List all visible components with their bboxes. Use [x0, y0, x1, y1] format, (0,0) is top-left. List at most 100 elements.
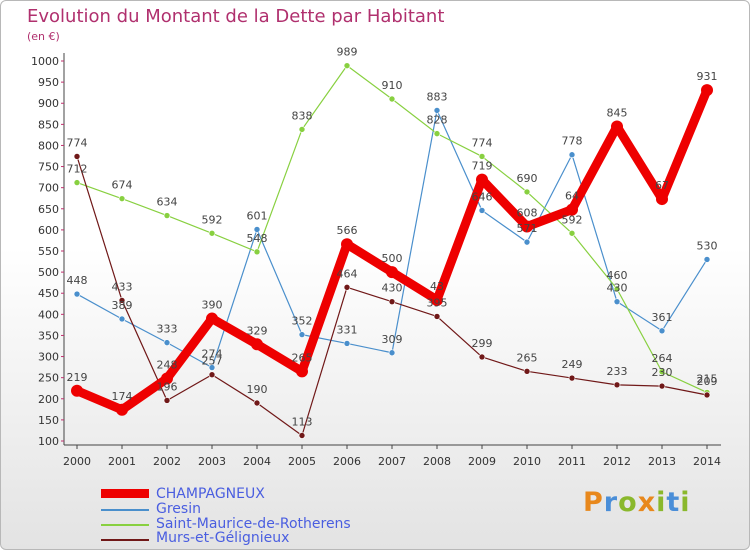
data-label: 331 [337, 323, 358, 336]
data-label: 257 [202, 355, 223, 368]
data-point [701, 84, 713, 97]
x-tick-label: 2013 [648, 455, 676, 468]
proxiti-logo: Proxiti [583, 487, 691, 518]
data-label: 530 [697, 239, 718, 252]
data-label: 430 [607, 282, 628, 295]
data-label: 174 [112, 390, 133, 403]
x-tick-label: 2001 [108, 455, 136, 468]
x-tick-label: 2003 [198, 455, 226, 468]
data-point [163, 339, 171, 346]
data-label: 448 [67, 274, 88, 287]
data-point [566, 203, 578, 216]
data-label: 838 [292, 109, 313, 122]
legend-label-saint-maurice: Saint-Maurice-de-Rotherens [156, 516, 351, 532]
data-label: 910 [382, 79, 403, 92]
data-point [703, 391, 711, 399]
data-label: 329 [247, 324, 268, 337]
data-label: 690 [517, 172, 538, 185]
data-point [431, 293, 443, 306]
legend-label-champagneux: CHAMPAGNEUX [156, 486, 265, 502]
legend-line-champagneux [101, 489, 149, 498]
data-label: 634 [157, 196, 178, 209]
data-point [478, 153, 486, 160]
data-label: 113 [292, 416, 313, 429]
legend-label-murs: Murs-et-Gélignieux [156, 530, 290, 546]
data-label: 845 [607, 106, 628, 119]
data-point [163, 212, 171, 219]
data-point [568, 229, 576, 237]
y-tick-label: 850 [38, 118, 59, 131]
data-point [658, 368, 666, 376]
data-point [253, 399, 261, 407]
data-point [71, 384, 83, 397]
y-tick-label: 300 [38, 351, 59, 364]
data-point [118, 315, 126, 323]
data-label: 712 [67, 163, 88, 176]
data-point [521, 220, 533, 233]
data-label: 361 [652, 311, 673, 324]
data-label: 608 [517, 207, 538, 220]
data-point [208, 364, 216, 371]
data-point [613, 381, 621, 389]
data-label: 989 [337, 46, 358, 59]
data-label: 274 [202, 348, 223, 361]
data-label: 566 [337, 224, 358, 237]
data-point [343, 284, 351, 291]
y-tick-label: 500 [38, 266, 59, 279]
y-tick-label: 100 [38, 435, 59, 448]
data-label: 433 [112, 280, 133, 293]
data-point [703, 256, 711, 263]
data-point [523, 368, 531, 375]
y-tick-label: 250 [38, 372, 59, 385]
data-label: 43 [430, 280, 444, 293]
data-point [118, 195, 126, 202]
data-point [523, 238, 531, 246]
data-point [658, 327, 666, 335]
data-label: 209 [697, 375, 718, 388]
x-tick-label: 2008 [423, 455, 451, 468]
data-point [523, 188, 531, 196]
y-tick-label: 400 [38, 308, 59, 321]
data-point [388, 349, 396, 357]
data-point [253, 226, 261, 233]
logo-letter: P [583, 487, 604, 518]
data-point [343, 340, 351, 347]
legend-line-murs [101, 539, 149, 541]
data-point [253, 248, 261, 256]
x-tick-label: 2011 [558, 455, 586, 468]
data-label: 196 [157, 380, 178, 393]
data-label: 215 [697, 372, 718, 385]
y-tick-label: 200 [38, 393, 59, 406]
logo-letter: r [603, 487, 619, 518]
legend-line-gresin [101, 509, 149, 511]
data-point [433, 107, 441, 114]
x-tick-label: 2007 [378, 455, 406, 468]
data-point [611, 120, 623, 133]
data-label: 500 [382, 252, 403, 265]
data-label: 219 [67, 371, 88, 384]
data-point [208, 371, 216, 379]
data-label: 646 [472, 190, 493, 203]
data-point [296, 365, 308, 378]
data-point [433, 130, 441, 137]
x-tick-label: 2009 [468, 455, 496, 468]
data-label: 601 [247, 209, 268, 222]
data-label: 395 [427, 296, 448, 309]
data-label: 774 [67, 136, 88, 149]
data-label: 464 [337, 267, 358, 280]
data-label: 389 [112, 299, 133, 312]
data-point [568, 374, 576, 382]
x-tick-label: 2005 [288, 455, 316, 468]
data-label: 67 [655, 179, 669, 192]
data-point [478, 207, 486, 214]
data-label: 352 [292, 315, 313, 328]
data-point [341, 238, 353, 251]
data-point [298, 331, 306, 338]
data-label: 778 [562, 135, 583, 148]
logo-letter: i [656, 487, 667, 518]
data-point [476, 173, 488, 186]
data-label: 931 [697, 70, 718, 83]
logo-letter: i [680, 487, 691, 518]
